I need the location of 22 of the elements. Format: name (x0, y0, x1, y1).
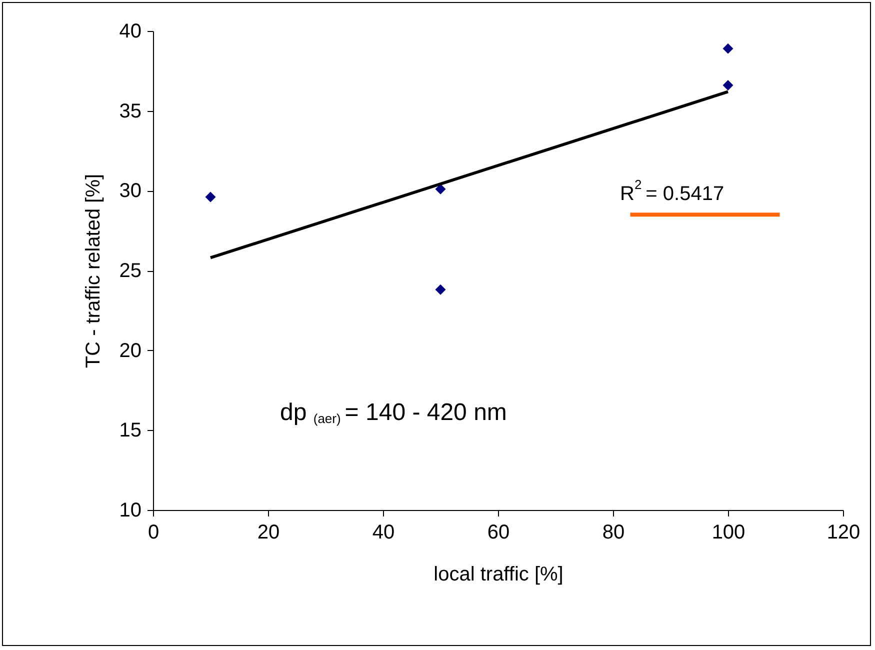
y-tick-label: 40 (119, 20, 142, 42)
annotation: dp (aer) = 140 - 420 nm (280, 399, 507, 426)
point (205, 192, 216, 202)
point (435, 184, 446, 194)
y-tick-label: 10 (119, 500, 142, 522)
x-tick-label: 0 (148, 522, 160, 544)
x-tick-label: 20 (257, 522, 280, 544)
point (722, 43, 734, 54)
x-tick-label: 100 (712, 522, 746, 544)
x-tick-label: 40 (372, 522, 395, 544)
y-tick-label: 15 (119, 420, 142, 442)
x-tick-label: 80 (602, 522, 625, 544)
y-tick-label: 35 (119, 100, 142, 122)
y-tick-label: 25 (119, 260, 142, 282)
y-tick-label: 20 (119, 340, 142, 362)
point (435, 284, 446, 295)
x-tick-label: 60 (487, 522, 510, 544)
x-axis-title: local traffic [%] (434, 564, 564, 586)
x-tick-label: 120 (826, 522, 860, 544)
point (722, 80, 734, 91)
y-axis-title: TC - traffic related [%] (82, 174, 104, 368)
y-tick-label: 30 (119, 180, 142, 202)
